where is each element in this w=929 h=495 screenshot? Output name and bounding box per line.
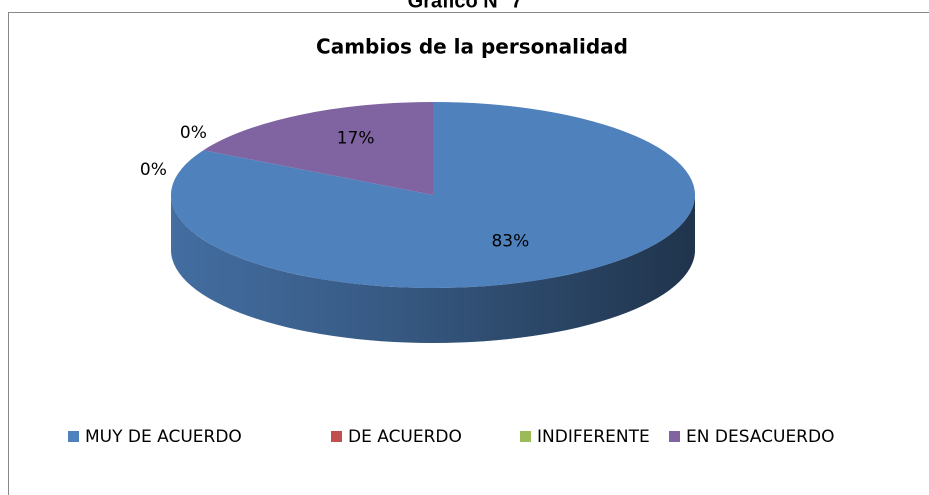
pie-slice <box>170 102 696 288</box>
data-label: 0% <box>140 160 167 180</box>
data-label: 17% <box>337 129 375 149</box>
chart-title: Cambios de la personalidad <box>316 35 628 59</box>
legend-label: INDIFERENTE <box>537 427 650 447</box>
legend-label: EN DESACUERDO <box>686 427 834 447</box>
heading: Gráfico N° 7 <box>408 0 523 12</box>
legend-label: MUY DE ACUERDO <box>85 427 242 447</box>
legend-swatch <box>520 431 531 442</box>
legend: MUY DE ACUERDO DE ACUERDO INDIFERENTE EN DE… <box>68 427 834 447</box>
pie-side-shade <box>171 195 695 343</box>
pie-slice <box>203 102 433 195</box>
pie: 83% 0% 0% 17% <box>140 102 696 343</box>
data-label: 0% <box>180 123 207 143</box>
data-label: 83% <box>491 231 529 251</box>
legend-swatch <box>68 431 79 442</box>
legend-swatch <box>669 431 680 442</box>
legend-swatch <box>331 431 342 442</box>
legend-label: DE ACUERDO <box>348 427 462 447</box>
